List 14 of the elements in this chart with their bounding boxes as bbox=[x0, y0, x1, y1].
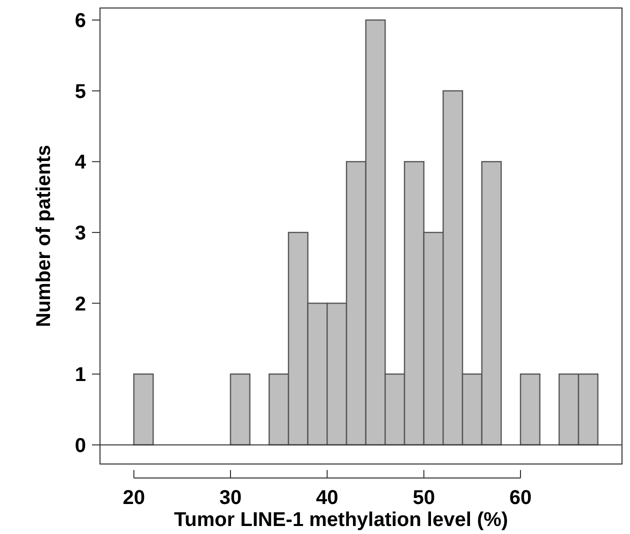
x-tick-label: 30 bbox=[219, 487, 242, 509]
y-axis-title: Number of patients bbox=[33, 144, 55, 328]
x-tick-label: 40 bbox=[316, 487, 338, 509]
x-axis-title: Tumor LINE-1 methylation level (%) bbox=[174, 509, 508, 531]
y-tick-label: 5 bbox=[74, 80, 86, 103]
x-tick-label: 20 bbox=[122, 487, 145, 509]
x-tick-label: 60 bbox=[509, 487, 532, 509]
y-tick-label: 4 bbox=[74, 152, 87, 174]
y-tick-label: 2 bbox=[74, 293, 86, 316]
y-tick-label: 3 bbox=[74, 222, 86, 244]
y-tick-label: 0 bbox=[74, 434, 86, 457]
y-tick-label: 6 bbox=[74, 10, 86, 32]
y-tick-label: 1 bbox=[74, 364, 86, 386]
x-tick-label: 50 bbox=[412, 487, 435, 509]
